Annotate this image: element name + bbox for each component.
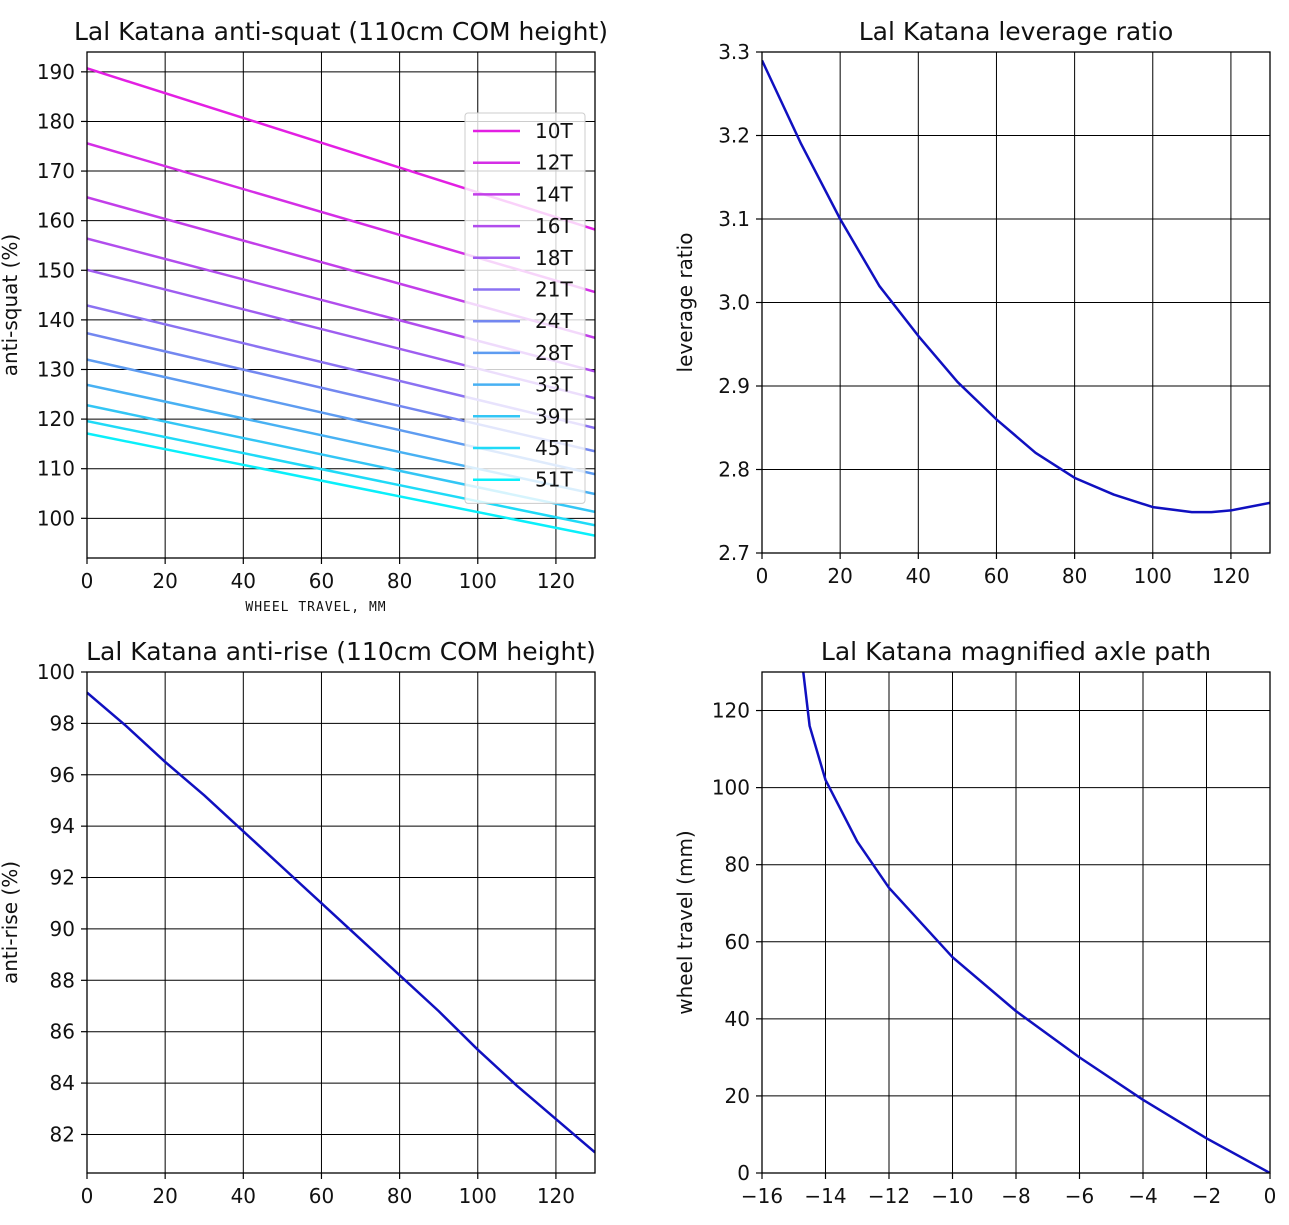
- x-tick-label: 0: [1264, 1184, 1277, 1208]
- legend-label: 51T: [535, 468, 573, 492]
- y-tick-label: 2.9: [718, 374, 750, 398]
- y-axis-label: anti-rise (%): [0, 861, 22, 984]
- series-line-51T: [87, 432, 595, 537]
- y-tick-label: 2.7: [718, 541, 750, 565]
- chart-title: Lal Katana magnified axle path: [821, 637, 1211, 666]
- x-tick-label: −2: [1192, 1184, 1221, 1208]
- x-tick-label: 60: [309, 569, 334, 593]
- y-tick-label: 3.3: [718, 40, 750, 64]
- y-tick-label: 110: [37, 457, 75, 481]
- legend-label: 33T: [535, 373, 573, 397]
- series-line: [802, 672, 1270, 1173]
- y-tick-label: 92: [50, 866, 75, 890]
- x-tick-label: 120: [537, 1184, 575, 1208]
- chart-title: Lal Katana leverage ratio: [859, 17, 1174, 46]
- legend-label: 16T: [535, 214, 573, 238]
- y-tick-label: 170: [37, 159, 75, 183]
- legend-label: 10T: [535, 119, 573, 143]
- y-axis-label: wheel travel (mm): [673, 830, 697, 1015]
- legend: 10T 12T 14T 16T 18T 21T 24T 28T 33T 39T 45T 51T: [464, 112, 586, 504]
- y-tick-label: 140: [37, 308, 75, 332]
- x-tick-label: 60: [984, 564, 1009, 588]
- x-tick-label: 20: [827, 564, 852, 588]
- y-tick-label: 100: [712, 776, 750, 800]
- y-tick-label: 180: [37, 109, 75, 133]
- series-line-45T: [87, 419, 595, 527]
- y-tick-label: 130: [37, 357, 75, 381]
- y-tick-label: 82: [50, 1122, 75, 1146]
- x-tick-label: −16: [741, 1184, 783, 1208]
- y-tick-label: 40: [725, 1007, 750, 1031]
- x-tick-label: 60: [309, 1184, 334, 1208]
- x-tick-label: 40: [231, 569, 256, 593]
- plot-frame: [86, 671, 596, 1174]
- y-tick-label: 160: [37, 209, 75, 233]
- x-tick-label: 0: [81, 1184, 94, 1208]
- chart-panel-3: 0 20 40 60 80 100 120 82 84 86 88 90 92 94 96 98 100 Lal …: [0, 637, 596, 1208]
- y-tick-label: 0: [737, 1161, 750, 1185]
- legend-label: 14T: [535, 182, 573, 206]
- y-tick-label: 84: [50, 1071, 75, 1095]
- y-tick-label: 20: [725, 1084, 750, 1108]
- x-tick-label: 40: [231, 1184, 256, 1208]
- series-line: [762, 59, 1270, 514]
- legend-label: 39T: [535, 404, 573, 428]
- x-tick-label: −12: [868, 1184, 910, 1208]
- legend-label: 12T: [535, 151, 573, 175]
- x-axis-label: WHEEL TRAVEL, MM: [245, 600, 386, 615]
- legend-label: 21T: [535, 278, 573, 302]
- x-tick-label: 100: [459, 1184, 497, 1208]
- x-tick-label: 80: [1062, 564, 1087, 588]
- x-tick-label: 100: [1134, 564, 1172, 588]
- legend-label: 24T: [535, 309, 573, 333]
- x-tick-label: 80: [387, 1184, 412, 1208]
- y-tick-label: 150: [37, 258, 75, 282]
- y-tick-label: 86: [50, 1020, 75, 1044]
- legend-label: 28T: [535, 341, 573, 365]
- x-tick-label: −6: [1065, 1184, 1094, 1208]
- y-tick-label: 3.0: [718, 291, 750, 315]
- chart-title: Lal Katana anti-rise (110cm COM height): [86, 637, 596, 666]
- y-tick-label: 100: [37, 506, 75, 530]
- y-tick-label: 100: [37, 660, 75, 684]
- x-tick-label: 0: [81, 569, 94, 593]
- x-tick-label: 120: [1212, 564, 1250, 588]
- legend-label: 18T: [535, 246, 573, 270]
- x-tick-label: −8: [1001, 1184, 1030, 1208]
- x-tick-label: 20: [152, 1184, 177, 1208]
- x-tick-label: −14: [804, 1184, 846, 1208]
- x-tick-label: 120: [537, 569, 575, 593]
- y-axis-label: leverage ratio: [673, 233, 697, 373]
- x-tick-label: −4: [1128, 1184, 1157, 1208]
- series-line: [87, 691, 595, 1154]
- y-tick-label: 96: [50, 763, 75, 787]
- y-tick-label: 3.1: [718, 207, 750, 231]
- x-tick-label: 20: [152, 569, 177, 593]
- y-tick-label: 120: [37, 407, 75, 431]
- x-tick-label: 40: [906, 564, 931, 588]
- chart-panel-1: 0 20 40 60 80 100 120 100 110 120 130 140 150 160 170 1…: [0, 17, 608, 615]
- y-tick-label: 94: [50, 814, 75, 838]
- y-tick-label: 3.2: [718, 124, 750, 148]
- x-tick-label: 0: [756, 564, 769, 588]
- y-tick-label: 88: [50, 968, 75, 992]
- x-tick-label: −10: [931, 1184, 973, 1208]
- chart-panel-4: −16 −14 −12 −10 −8 −6 −4 −2 0 0 20 40 60 80 100 120 Lal …: [673, 637, 1276, 1208]
- plot-frame: [86, 51, 596, 559]
- x-tick-label: 80: [387, 569, 412, 593]
- chart-title: Lal Katana anti-squat (110cm COM height): [74, 17, 608, 46]
- y-tick-label: 98: [50, 711, 75, 735]
- y-tick-label: 90: [50, 917, 75, 941]
- y-tick-label: 2.8: [718, 458, 750, 482]
- chart-panel-2: 0 20 40 60 80 100 120 2.7 2.8 2.9 3.0 3.1 3.2 3.3 Lal …: [673, 17, 1271, 588]
- y-tick-label: 120: [712, 699, 750, 723]
- y-tick-label: 80: [725, 853, 750, 877]
- legend-label: 45T: [535, 436, 573, 460]
- legend-box: [464, 112, 586, 504]
- y-tick-label: 60: [725, 930, 750, 954]
- y-tick-label: 190: [37, 60, 75, 84]
- x-tick-label: 100: [459, 569, 497, 593]
- y-axis-label: anti-squat (%): [0, 234, 22, 376]
